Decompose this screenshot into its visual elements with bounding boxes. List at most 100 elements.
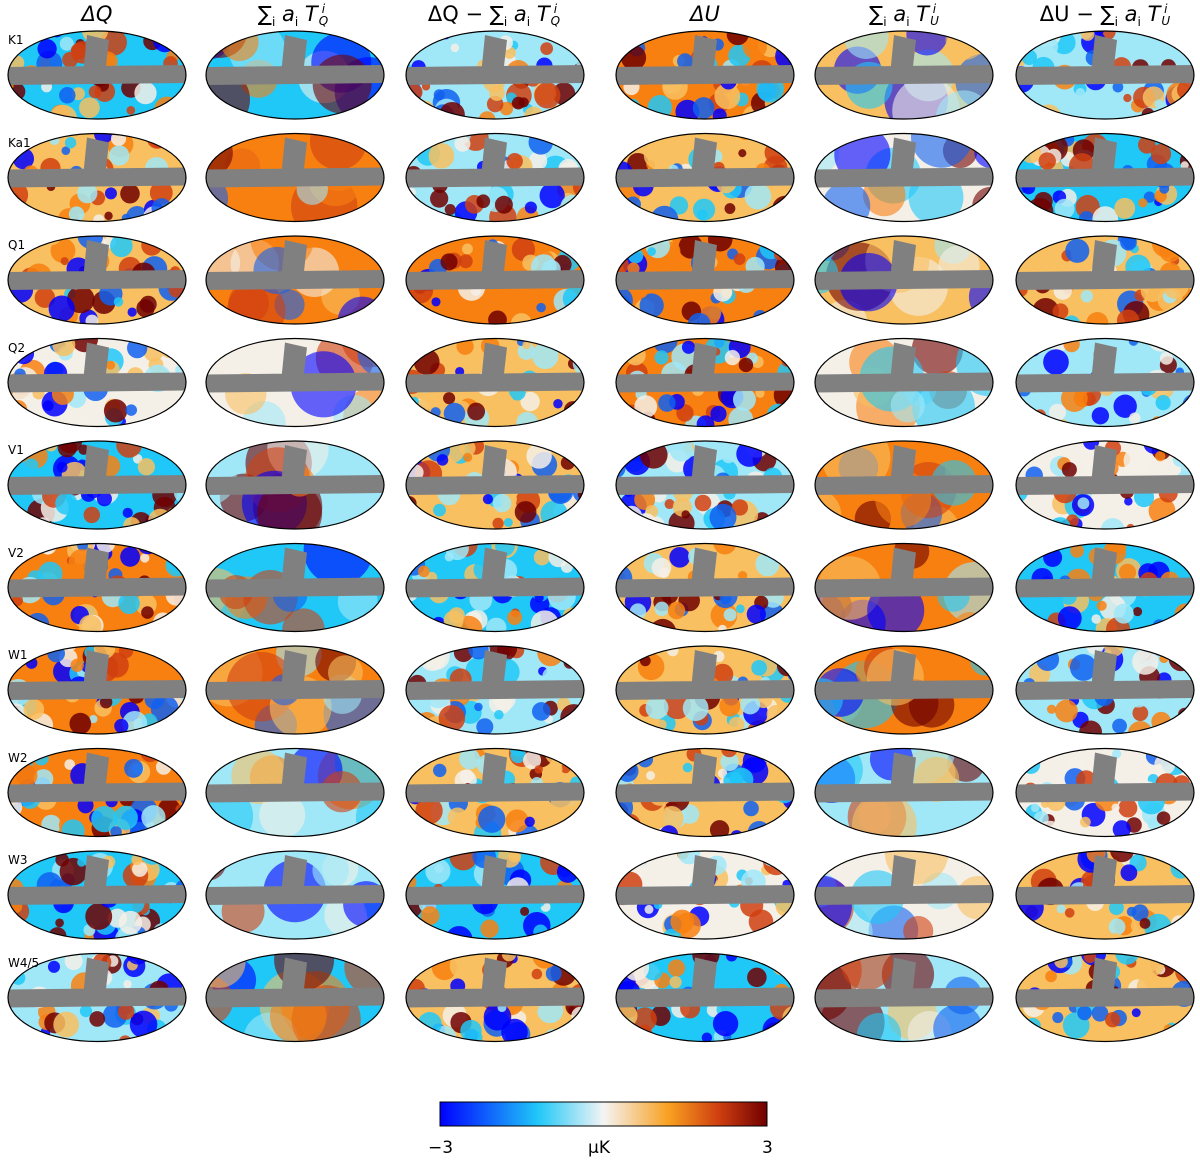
map-blob xyxy=(1017,1023,1030,1036)
map-blob xyxy=(1150,143,1172,165)
map-blob xyxy=(1093,31,1105,36)
map-blob xyxy=(1113,394,1137,418)
map-blob xyxy=(654,350,669,365)
map-blob xyxy=(565,31,577,36)
map-blob xyxy=(1018,857,1034,872)
map-blob xyxy=(123,979,132,989)
map-blob xyxy=(815,133,839,174)
sky-map xyxy=(815,851,993,939)
sky-map xyxy=(1016,133,1194,222)
map-blob xyxy=(1064,907,1075,918)
map-blob xyxy=(712,663,734,685)
map-outline xyxy=(615,747,795,838)
map-blob xyxy=(1035,646,1058,657)
sky-map xyxy=(616,31,794,119)
sky-map xyxy=(815,133,993,222)
map-blob xyxy=(120,546,140,567)
map-blob xyxy=(118,1035,132,1042)
map-blob xyxy=(455,366,465,377)
map-blob xyxy=(906,31,948,56)
map-blob xyxy=(1112,749,1122,759)
colorbar-unit: μK xyxy=(588,1138,610,1158)
map-blob xyxy=(494,710,504,720)
map-outline xyxy=(7,235,187,325)
map-outline xyxy=(615,337,795,428)
map-blob xyxy=(257,480,323,529)
map-blob xyxy=(55,918,64,928)
map-blob xyxy=(337,296,384,324)
map-blob xyxy=(623,954,650,981)
map-blob xyxy=(574,953,584,963)
map-blob xyxy=(467,402,486,421)
sky-map xyxy=(616,236,794,324)
sky-map xyxy=(1016,31,1194,119)
map-blob xyxy=(571,111,581,119)
map-blob xyxy=(70,658,84,672)
map-blob xyxy=(443,392,456,405)
map-blob xyxy=(113,805,138,830)
map-blob xyxy=(815,488,842,529)
map-blob xyxy=(109,145,130,166)
galactic-mask xyxy=(8,752,186,803)
galactic-mask xyxy=(206,137,384,188)
map-blob xyxy=(681,340,696,354)
map-blob xyxy=(539,182,565,209)
map-blob xyxy=(721,449,736,464)
map-blob xyxy=(780,204,793,217)
map-blob xyxy=(55,853,69,867)
map-blob xyxy=(534,765,543,774)
map-blob xyxy=(1188,239,1194,251)
map-blob xyxy=(1096,600,1107,611)
map-blob xyxy=(412,1021,423,1033)
map-blob xyxy=(719,695,741,717)
map-blob xyxy=(37,39,57,59)
map-blob xyxy=(162,1034,178,1042)
map-blob xyxy=(428,143,455,169)
galactic-mask xyxy=(206,240,384,290)
map-blob xyxy=(503,518,513,527)
map-outline xyxy=(814,337,994,428)
map-blob xyxy=(1171,313,1181,322)
map-blob xyxy=(64,759,76,770)
map-blob xyxy=(164,953,186,972)
map-outline xyxy=(1015,645,1195,735)
map-blob xyxy=(733,253,746,265)
map-blob xyxy=(13,820,25,831)
map-blob xyxy=(633,31,642,39)
map-blob xyxy=(415,712,439,734)
map-blob xyxy=(659,806,684,831)
map-blob xyxy=(639,441,668,469)
map-blob xyxy=(1118,798,1138,818)
map-blob xyxy=(89,714,98,724)
map-blob xyxy=(1114,197,1136,219)
galactic-mask xyxy=(616,650,794,700)
map-blob xyxy=(779,441,794,455)
map-blob xyxy=(1159,351,1173,365)
map-outline xyxy=(1015,952,1195,1043)
map-outline xyxy=(814,235,994,325)
galactic-mask xyxy=(1016,342,1194,393)
galactic-mask xyxy=(1016,240,1194,290)
map-blob xyxy=(174,953,186,967)
map-blob xyxy=(406,251,422,274)
map-blob xyxy=(1056,904,1066,914)
map-outline xyxy=(405,132,585,223)
map-outline xyxy=(814,645,994,735)
map-blob xyxy=(510,748,526,764)
map-outline xyxy=(205,440,385,530)
map-blob xyxy=(37,133,50,140)
map-blob xyxy=(1033,317,1043,324)
galactic-mask xyxy=(406,650,584,700)
map-blob xyxy=(23,699,45,720)
map-blob xyxy=(1164,338,1185,352)
map-blob xyxy=(1092,206,1119,222)
map-blob xyxy=(1124,497,1133,506)
sky-map xyxy=(1016,646,1194,734)
map-blob xyxy=(1154,953,1175,963)
map-outline xyxy=(7,132,187,223)
map-blob xyxy=(772,195,794,222)
map-blob xyxy=(85,903,113,930)
sky-map xyxy=(616,953,794,1042)
